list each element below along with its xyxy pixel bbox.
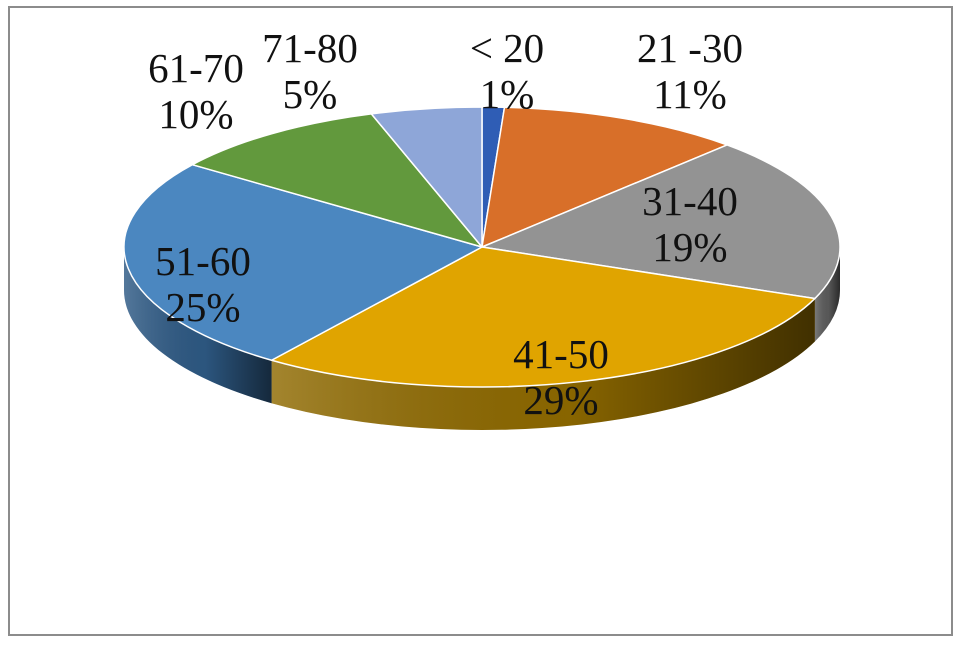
slice-label-1: 21 -30 bbox=[637, 25, 743, 71]
pie-side-shade-4 bbox=[123, 247, 272, 404]
slice-label-3: 41-50 bbox=[513, 331, 609, 377]
pie-tops bbox=[123, 106, 841, 388]
slice-percent-5: 10% bbox=[158, 91, 233, 137]
pie-slice-5 bbox=[191, 113, 483, 248]
pie-slice-4 bbox=[123, 163, 483, 362]
slice-percent-3: 29% bbox=[523, 377, 598, 423]
slice-percent-1: 11% bbox=[653, 71, 727, 117]
pie-slice-1 bbox=[481, 106, 728, 248]
slice-label-0: < 20 bbox=[470, 25, 544, 71]
slice-label-4: 51-60 bbox=[155, 238, 251, 284]
slice-percent-6: 5% bbox=[283, 71, 338, 117]
pie-side-shade-3 bbox=[271, 298, 815, 430]
slice-percent-0: 1% bbox=[480, 71, 535, 117]
pie-sides bbox=[123, 247, 840, 430]
slice-label-2: 31-40 bbox=[642, 178, 738, 224]
slice-label-6: 71-80 bbox=[262, 25, 358, 71]
slice-percent-4: 25% bbox=[165, 284, 240, 330]
slice-label-5: 61-70 bbox=[148, 45, 244, 91]
pie-side-shade-2 bbox=[814, 247, 840, 342]
pie-slice-6 bbox=[370, 106, 483, 248]
slice-percent-2: 19% bbox=[652, 224, 727, 270]
pie-slice-3 bbox=[270, 246, 816, 388]
